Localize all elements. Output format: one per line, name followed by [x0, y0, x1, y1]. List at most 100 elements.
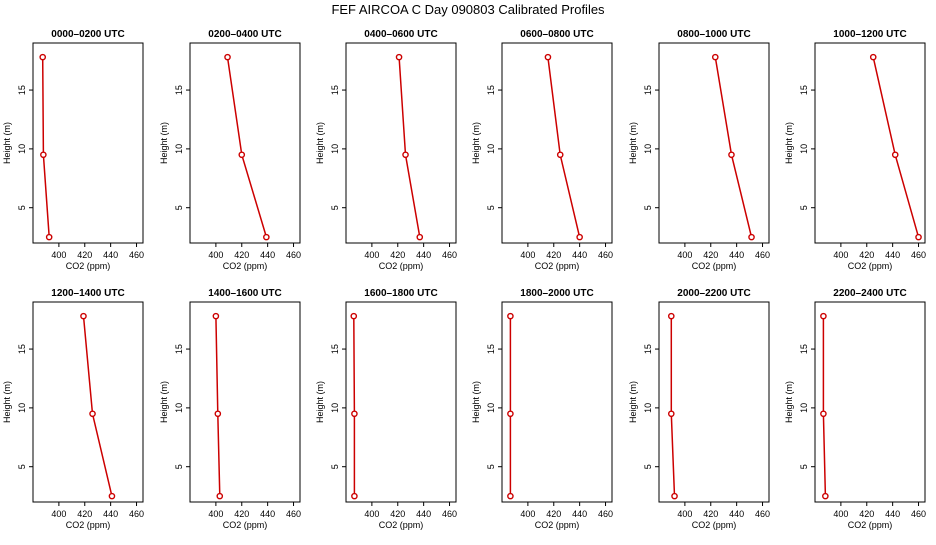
x-axis-label: CO2 (ppm)	[692, 261, 737, 271]
plot-frame	[189, 42, 301, 244]
y-axis-label: Height (m)	[315, 381, 325, 423]
panel-title: 0200–0400 UTC	[208, 29, 281, 40]
panel-title: 1000–1200 UTC	[833, 29, 906, 40]
data-point	[915, 233, 922, 241]
data-point	[507, 312, 514, 320]
data-point	[40, 151, 47, 159]
x-tick-label: 440	[260, 250, 275, 260]
x-tick-label: 440	[885, 509, 900, 519]
y-tick-label: 15	[330, 344, 340, 354]
data-point	[507, 492, 514, 500]
y-tick-label: 5	[486, 464, 496, 469]
y-tick-label: 5	[643, 464, 653, 469]
y-tick-label: 15	[17, 344, 27, 354]
y-tick-label: 15	[174, 85, 184, 95]
data-point	[39, 53, 47, 61]
profile-panel: 0400–0600 UTC 400 420 440 460 5 10 15 CO2 (ppm) H…	[315, 29, 457, 271]
x-tick-label: 460	[598, 250, 613, 260]
data-point	[351, 492, 358, 500]
panel-title: 0600–0800 UTC	[520, 29, 593, 40]
y-tick-label: 5	[799, 205, 809, 210]
data-point	[728, 151, 735, 159]
x-tick-label: 420	[546, 250, 561, 260]
y-axis-label: Height (m)	[784, 122, 794, 164]
x-axis-label: CO2 (ppm)	[66, 261, 111, 271]
x-tick-label: 400	[520, 250, 535, 260]
data-point	[224, 53, 231, 61]
x-axis-label: CO2 (ppm)	[379, 261, 424, 271]
y-tick-label: 15	[330, 85, 340, 95]
x-tick-label: 420	[546, 509, 561, 519]
x-tick-label: 460	[286, 250, 301, 260]
y-tick-label: 15	[643, 85, 653, 95]
x-axis-label: CO2 (ppm)	[223, 520, 268, 530]
data-point	[869, 53, 877, 61]
y-axis-label: Height (m)	[784, 381, 794, 423]
data-point	[238, 151, 246, 159]
y-tick-label: 5	[799, 464, 809, 469]
x-tick-label: 400	[208, 509, 223, 519]
data-point	[351, 410, 358, 418]
panel-title: 1800–2000 UTC	[520, 288, 593, 299]
y-tick-label: 5	[17, 464, 27, 469]
x-tick-label: 460	[286, 509, 301, 519]
y-tick-label: 15	[799, 85, 809, 95]
data-point	[212, 312, 220, 320]
y-tick-label: 15	[799, 344, 809, 354]
profile-panel: 1600–1800 UTC 400 420 440 460 5 10 15 CO2 (ppm) H…	[315, 288, 457, 530]
x-tick-label: 420	[703, 250, 718, 260]
profile-line	[353, 316, 356, 497]
x-axis-label: CO2 (ppm)	[692, 520, 737, 530]
plot-frame	[658, 301, 770, 503]
y-tick-label: 10	[17, 403, 27, 413]
data-point	[820, 410, 827, 418]
panel-title: 0800–1000 UTC	[677, 29, 750, 40]
x-tick-label: 440	[416, 250, 431, 260]
data-point	[667, 312, 675, 320]
panel-title: 2200–2400 UTC	[833, 288, 906, 299]
x-tick-label: 440	[729, 509, 744, 519]
x-tick-label: 460	[755, 250, 770, 260]
y-tick-label: 10	[643, 403, 653, 413]
x-tick-label: 420	[77, 250, 92, 260]
data-point	[214, 410, 222, 418]
x-tick-label: 460	[598, 509, 613, 519]
x-tick-label: 400	[677, 509, 692, 519]
plot-frame	[814, 301, 926, 503]
x-tick-label: 460	[129, 509, 144, 519]
y-tick-label: 10	[799, 403, 809, 413]
x-axis-label: CO2 (ppm)	[66, 520, 111, 530]
x-tick-label: 400	[51, 250, 66, 260]
plot-frame	[814, 42, 926, 244]
y-axis-label: Height (m)	[471, 122, 481, 164]
y-tick-label: 15	[486, 85, 496, 95]
panel-title: 0400–0600 UTC	[364, 29, 437, 40]
x-tick-label: 460	[911, 509, 926, 519]
y-axis-label: Height (m)	[315, 122, 325, 164]
x-tick-label: 440	[416, 509, 431, 519]
x-tick-label: 460	[129, 250, 144, 260]
profile-panel: 0200–0400 UTC 400 420 440 460 5 10 15 CO2 (ppm) H…	[159, 29, 301, 271]
y-tick-label: 5	[174, 205, 184, 210]
x-tick-label: 400	[833, 509, 848, 519]
y-tick-label: 10	[486, 403, 496, 413]
x-tick-label: 400	[833, 250, 848, 260]
y-tick-label: 5	[17, 205, 27, 210]
x-tick-label: 400	[364, 509, 379, 519]
x-tick-label: 460	[911, 250, 926, 260]
panel-title: 1600–1800 UTC	[364, 288, 437, 299]
profile-panel: 1200–1400 UTC 400 420 440 460 5 10 15 CO2 (ppm) H…	[2, 288, 144, 530]
plot-frame	[658, 42, 770, 244]
x-tick-label: 440	[885, 250, 900, 260]
x-axis-label: CO2 (ppm)	[848, 261, 893, 271]
y-tick-label: 5	[330, 205, 340, 210]
data-point	[544, 53, 552, 61]
x-tick-label: 400	[208, 250, 223, 260]
data-point	[263, 233, 270, 241]
x-tick-label: 420	[77, 509, 92, 519]
y-tick-label: 15	[643, 344, 653, 354]
y-tick-label: 5	[643, 205, 653, 210]
data-point	[395, 53, 403, 61]
